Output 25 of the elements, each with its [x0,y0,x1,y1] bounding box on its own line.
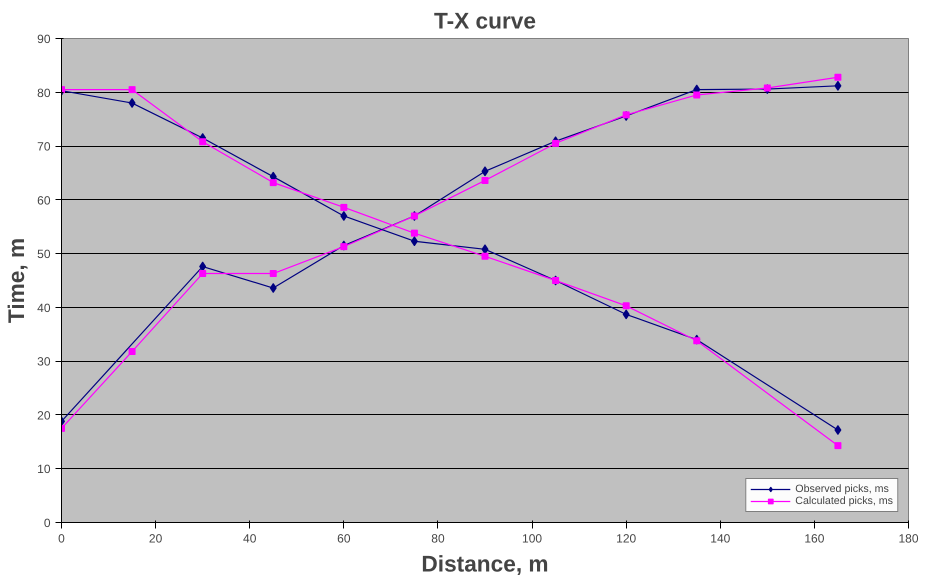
chart-title: T-X curve [434,8,536,34]
x-tick-label: 140 [710,532,731,546]
x-tick-label: 20 [148,532,163,546]
y-tick-label: 0 [44,516,51,530]
y-tick-label: 20 [37,408,51,422]
y-tick-label: 50 [37,247,51,262]
legend-label: Observed picks, ms [795,483,889,495]
y-axis-title: Time, m [3,238,30,324]
legend-label: Calculated picks, ms [795,495,893,507]
x-tick-label: 0 [58,532,66,546]
x-tick-label: 60 [337,532,351,546]
y-tick-label: 40 [37,300,51,315]
y-tick-label: 90 [37,32,51,46]
x-tick-label: 120 [616,532,637,546]
y-tick-label: 60 [37,193,51,208]
x-tick-label: 160 [804,532,825,546]
x-tick-label: 100 [522,532,542,546]
x-tick-label: 180 [898,532,919,546]
y-tick-label: 30 [37,354,51,369]
y-tick-label: 80 [37,86,51,100]
y-tick-label: 10 [37,462,51,476]
x-tick-label: 80 [431,532,445,546]
y-tick-label: 70 [37,140,51,154]
x-axis-title: Distance, m [421,550,549,576]
x-tick-label: 40 [243,532,257,546]
